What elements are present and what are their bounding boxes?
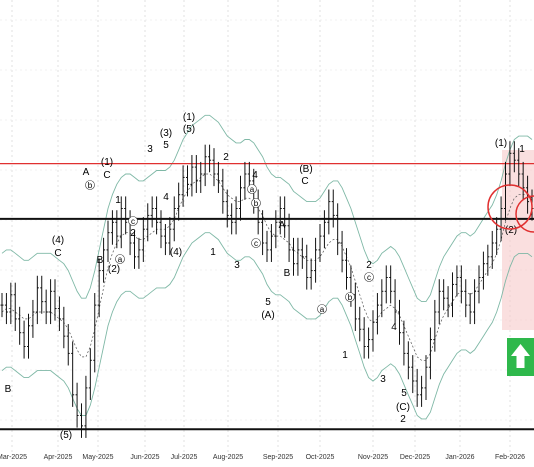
buy-signal <box>507 338 534 376</box>
wave-label: B <box>5 384 12 395</box>
highlight-circle <box>515 195 534 233</box>
x-tick-label: Mar-2025 <box>0 454 27 461</box>
x-tick-label: Jun-2025 <box>130 454 159 461</box>
wave-label: b <box>88 181 93 190</box>
wave-label: 5 <box>265 297 271 308</box>
wave-label: (1) <box>183 112 195 123</box>
x-tick-label: Oct-2025 <box>306 454 335 461</box>
x-tick-label: Sep-2025 <box>263 454 293 461</box>
wave-label: (1) <box>495 138 507 149</box>
up-arrow-glyph <box>511 344 530 368</box>
wave-label: (1) <box>101 157 113 168</box>
middle-band <box>1 173 533 361</box>
lower-band <box>1 232 533 420</box>
x-tick-label: May-2025 <box>82 454 113 461</box>
wave-label: 2 <box>366 260 372 271</box>
wave-label: B <box>284 268 291 279</box>
wave-label: 4 <box>163 192 169 203</box>
wave-label: A <box>83 167 90 178</box>
horizontal-levels <box>0 163 534 431</box>
wave-label: 5 <box>163 140 169 151</box>
wave-label: 2 <box>130 228 136 239</box>
wave-label: 1 <box>115 195 121 206</box>
wave-label: b <box>348 293 353 302</box>
target-zone-rect <box>502 150 534 330</box>
target-zone <box>502 150 534 330</box>
x-tick-label: Jul-2025 <box>171 454 198 461</box>
wave-label-circle <box>128 216 138 226</box>
wave-label: 5 <box>401 388 407 399</box>
wave-label: 3 <box>234 260 240 271</box>
wave-label-circle <box>317 304 327 314</box>
wave-label: (3) <box>160 128 172 139</box>
wave-label: (4) <box>52 235 64 246</box>
grid <box>0 0 534 452</box>
wave-label: 3 <box>147 144 153 155</box>
wave-label-circle <box>85 180 95 190</box>
price-series <box>0 141 534 438</box>
wave-label: (B) <box>299 164 312 175</box>
highlight-circle <box>487 184 533 230</box>
highlight-circles <box>487 184 534 233</box>
wave-label: A <box>279 220 286 231</box>
x-tick-label: Feb-2026 <box>495 454 525 461</box>
wave-label: C <box>301 176 308 187</box>
x-tick-label: Dec-2025 <box>400 454 430 461</box>
x-tick-label: Apr-2025 <box>44 454 73 461</box>
wave-label: (2) <box>108 264 120 275</box>
wave-label: 4 <box>391 322 397 333</box>
wave-label: b <box>254 199 259 208</box>
wave-label: c <box>254 239 258 248</box>
wave-label: (C) <box>396 402 410 413</box>
wave-label: 1 <box>210 247 216 258</box>
wave-label: (4) <box>170 247 182 258</box>
wave-label-circle <box>364 272 374 282</box>
wave-label: 1 <box>342 350 348 361</box>
x-axis-ticks: Mar-2025 Apr-2025 May-2025 Jun-2025 Jul-2025… <box>0 454 525 461</box>
wave-label-circle <box>251 198 261 208</box>
wave-label: 3 <box>380 374 386 385</box>
wave-label: 1 <box>519 144 525 155</box>
wave-label: 2 <box>223 152 229 163</box>
bollinger-bands <box>1 114 533 420</box>
wave-label: (5) <box>183 124 195 135</box>
wave-label-circle <box>247 184 257 194</box>
wave-labels: B(4)C(5)A(1)C1B(2)abc23(3)54(4)(1)(5)213… <box>5 112 526 441</box>
wave-label: c <box>367 273 371 282</box>
wave-label-circle <box>345 292 355 302</box>
wave-label: C <box>54 248 61 259</box>
wave-label-circle <box>251 238 261 248</box>
wave-label: B <box>97 255 104 266</box>
wave-label: a <box>320 305 325 314</box>
wave-label: (2) <box>505 225 517 236</box>
upper-band <box>1 114 533 303</box>
x-tick-label: Aug-2025 <box>213 454 243 461</box>
wave-label: (A) <box>261 310 274 321</box>
wave-label: 4 <box>252 170 258 181</box>
x-tick-label: Nov-2025 <box>358 454 388 461</box>
wave-label: a <box>250 185 255 194</box>
wave-label: a <box>118 255 123 264</box>
wave-label-circle <box>115 254 125 264</box>
wave-label: C <box>103 170 110 181</box>
wave-label: 2 <box>400 414 406 425</box>
x-tick-label: Jan-2026 <box>445 454 474 461</box>
wave-label: (5) <box>60 430 72 441</box>
wave-label: c <box>131 217 135 226</box>
